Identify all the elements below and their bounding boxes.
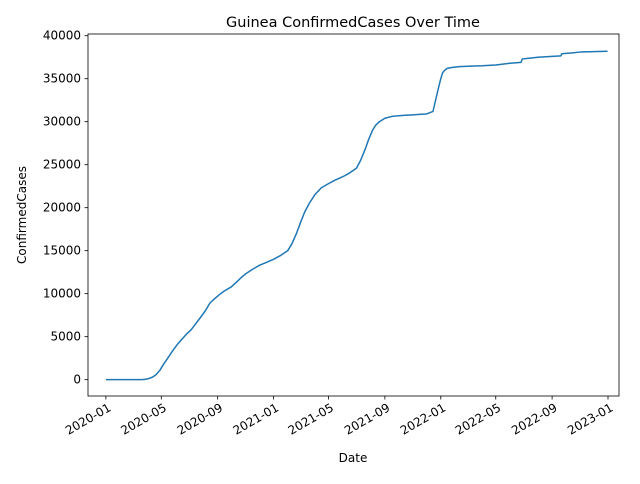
y-tick-label: 40000 — [43, 29, 81, 43]
y-tick-label: 0 — [73, 373, 81, 387]
y-tick-label: 20000 — [43, 201, 81, 215]
y-axis: 0 5000 10000 15000 20000 25000 30000 35000 40000 — [43, 29, 88, 387]
y-tick-label: 35000 — [43, 72, 81, 86]
plot-area — [105, 50, 608, 381]
y-axis-label: ConfirmedCases — [15, 166, 29, 264]
y-tick-label: 30000 — [43, 115, 81, 129]
y-tick-label: 5000 — [50, 330, 81, 344]
y-tick-label: 10000 — [43, 287, 81, 301]
y-tick-label: 25000 — [43, 158, 81, 172]
series-line-confirmed-cases — [105, 50, 608, 381]
chart-title: Guinea ConfirmedCases Over Time — [226, 15, 480, 31]
axes-frame — [87, 33, 620, 397]
x-axis-label: Date — [339, 451, 368, 465]
y-tick-label: 15000 — [43, 244, 81, 258]
